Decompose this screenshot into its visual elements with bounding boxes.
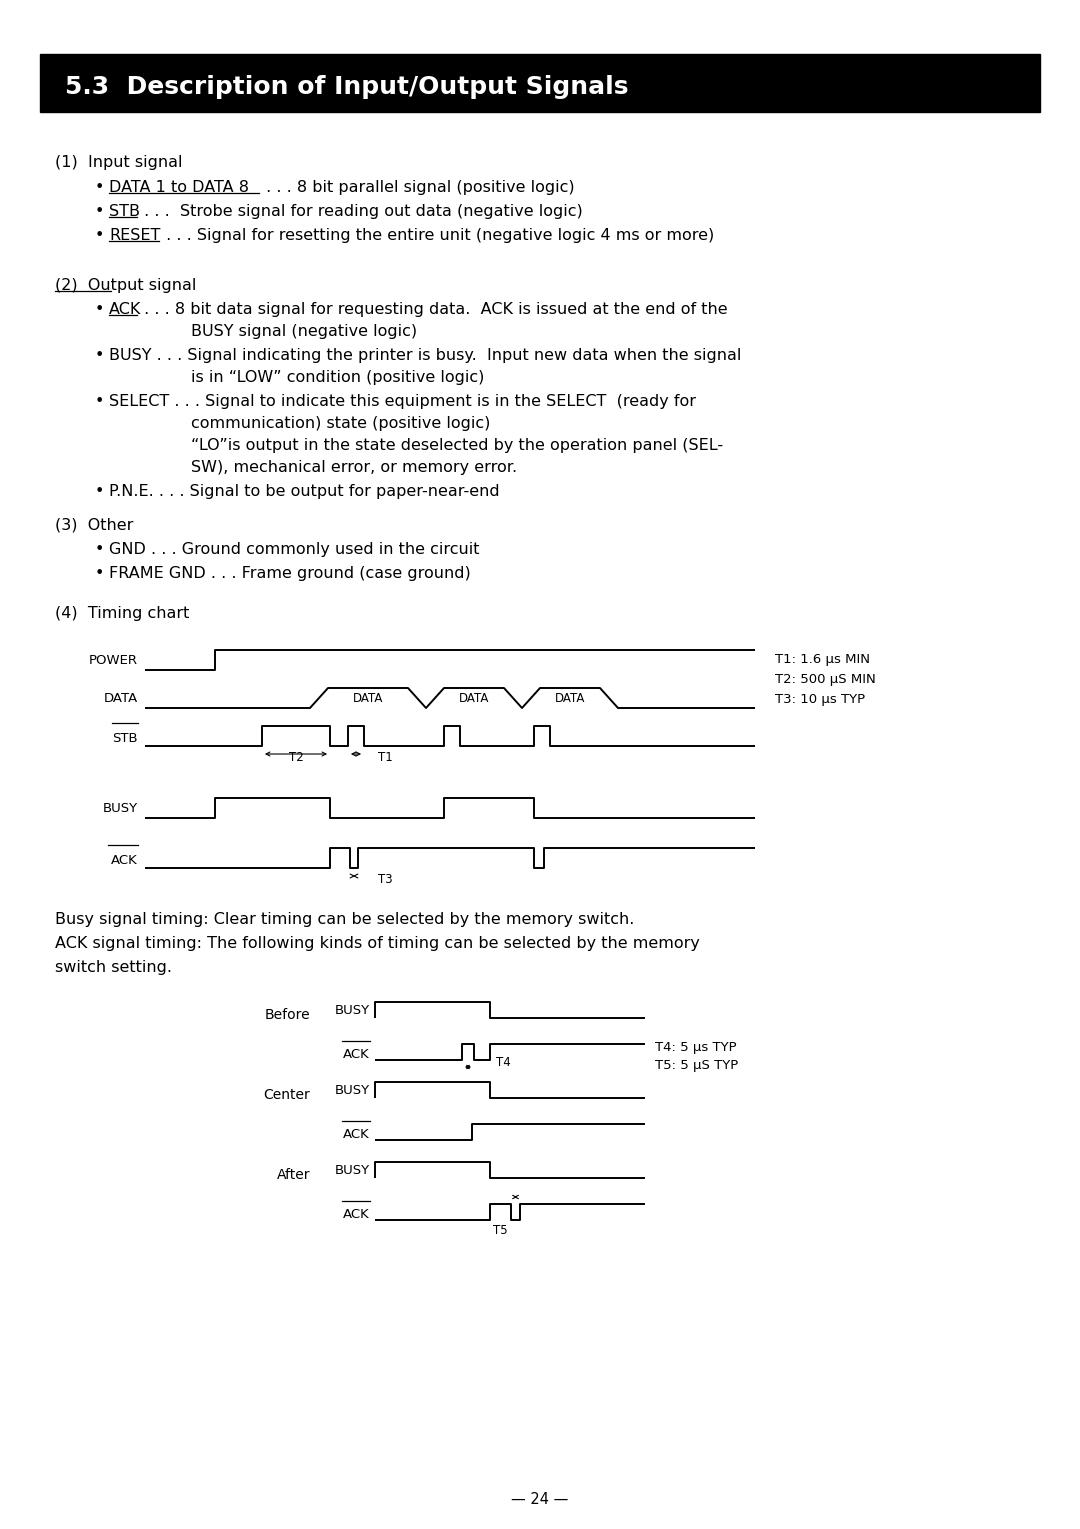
Text: . . . 8 bit data signal for requesting data.  ACK is issued at the end of the: . . . 8 bit data signal for requesting d… [139, 303, 728, 317]
Text: ACK: ACK [343, 1127, 370, 1141]
Text: T1: 1.6 μs MIN: T1: 1.6 μs MIN [775, 653, 870, 667]
Text: GND . . . Ground commonly used in the circuit: GND . . . Ground commonly used in the ci… [109, 541, 480, 557]
Text: Before: Before [265, 1008, 310, 1021]
Text: •: • [95, 566, 105, 581]
Text: T3: T3 [378, 873, 392, 885]
Text: DATA: DATA [104, 691, 138, 705]
Text: SELECT . . . Signal to indicate this equipment is in the SELECT  (ready for: SELECT . . . Signal to indicate this equ… [109, 394, 696, 408]
Text: “LO”is output in the state deselected by the operation panel (SEL-: “LO”is output in the state deselected by… [191, 437, 724, 453]
Text: POWER: POWER [89, 653, 138, 667]
Text: . . .  Strobe signal for reading out data (negative logic): . . . Strobe signal for reading out data… [139, 203, 583, 219]
Text: SW), mechanical error, or memory error.: SW), mechanical error, or memory error. [191, 460, 517, 476]
Text: ACK signal timing: The following kinds of timing can be selected by the memory: ACK signal timing: The following kinds o… [55, 936, 700, 951]
Text: Center: Center [264, 1089, 310, 1102]
Text: •: • [95, 180, 105, 196]
Text: T2: T2 [288, 751, 303, 764]
Text: T4: T4 [496, 1055, 511, 1069]
Text: BUSY . . . Signal indicating the printer is busy.  Input new data when the signa: BUSY . . . Signal indicating the printer… [109, 349, 741, 362]
Text: BUSY: BUSY [103, 801, 138, 815]
Text: ACK: ACK [111, 853, 138, 867]
Text: T3: 10 μs TYP: T3: 10 μs TYP [775, 694, 865, 706]
Text: (2)  Output signal: (2) Output signal [55, 278, 197, 294]
Text: •: • [95, 349, 105, 362]
Text: BUSY: BUSY [335, 1164, 370, 1176]
Text: •: • [95, 485, 105, 498]
Text: •: • [95, 394, 105, 408]
Text: BUSY: BUSY [335, 1003, 370, 1017]
Text: FRAME GND . . . Frame ground (case ground): FRAME GND . . . Frame ground (case groun… [109, 566, 471, 581]
Text: — 24 —: — 24 — [511, 1492, 569, 1508]
Text: . . . Signal for resetting the entire unit (negative logic 4 ms or more): . . . Signal for resetting the entire un… [161, 228, 714, 243]
Text: P.N.E. . . . Signal to be output for paper-near-end: P.N.E. . . . Signal to be output for pap… [109, 485, 500, 498]
Text: ACK: ACK [109, 303, 141, 317]
Text: STB: STB [112, 731, 138, 745]
Text: . . . 8 bit parallel signal (positive logic): . . . 8 bit parallel signal (positive lo… [261, 180, 575, 196]
Text: T1: T1 [378, 751, 392, 764]
Bar [40, 54, 1040, 112]
Text: After: After [276, 1168, 310, 1182]
Text: DATA: DATA [555, 691, 585, 705]
Text: ACK: ACK [343, 1047, 370, 1061]
Text: (1)  Input signal: (1) Input signal [55, 154, 183, 170]
Text: •: • [95, 303, 105, 317]
Text: STB: STB [109, 203, 140, 219]
Text: T2: 500 μS MIN: T2: 500 μS MIN [775, 673, 876, 687]
Text: DATA 1 to DATA 8: DATA 1 to DATA 8 [109, 180, 249, 196]
Text: switch setting.: switch setting. [55, 960, 172, 976]
Text: T5: 5 μS TYP: T5: 5 μS TYP [654, 1060, 739, 1072]
Text: is in “LOW” condition (positive logic): is in “LOW” condition (positive logic) [191, 370, 484, 385]
Text: T5: T5 [492, 1223, 508, 1237]
Text: DATA: DATA [353, 691, 383, 705]
Text: •: • [95, 228, 105, 243]
Text: BUSY signal (negative logic): BUSY signal (negative logic) [191, 324, 417, 339]
Text: T4: 5 μs TYP: T4: 5 μs TYP [654, 1041, 737, 1055]
Text: (4)  Timing chart: (4) Timing chart [55, 605, 189, 621]
Text: (3)  Other: (3) Other [55, 518, 133, 534]
Text: ACK: ACK [343, 1208, 370, 1220]
Text: BUSY: BUSY [335, 1084, 370, 1096]
Text: •: • [95, 541, 105, 557]
Text: RESET: RESET [109, 228, 160, 243]
Text: •: • [95, 203, 105, 219]
Text: communication) state (positive logic): communication) state (positive logic) [191, 416, 490, 431]
Text: DATA: DATA [459, 691, 489, 705]
Text: Busy signal timing: Clear timing can be selected by the memory switch.: Busy signal timing: Clear timing can be … [55, 911, 634, 927]
Text: 5.3  Description of Input/Output Signals: 5.3 Description of Input/Output Signals [65, 75, 629, 99]
